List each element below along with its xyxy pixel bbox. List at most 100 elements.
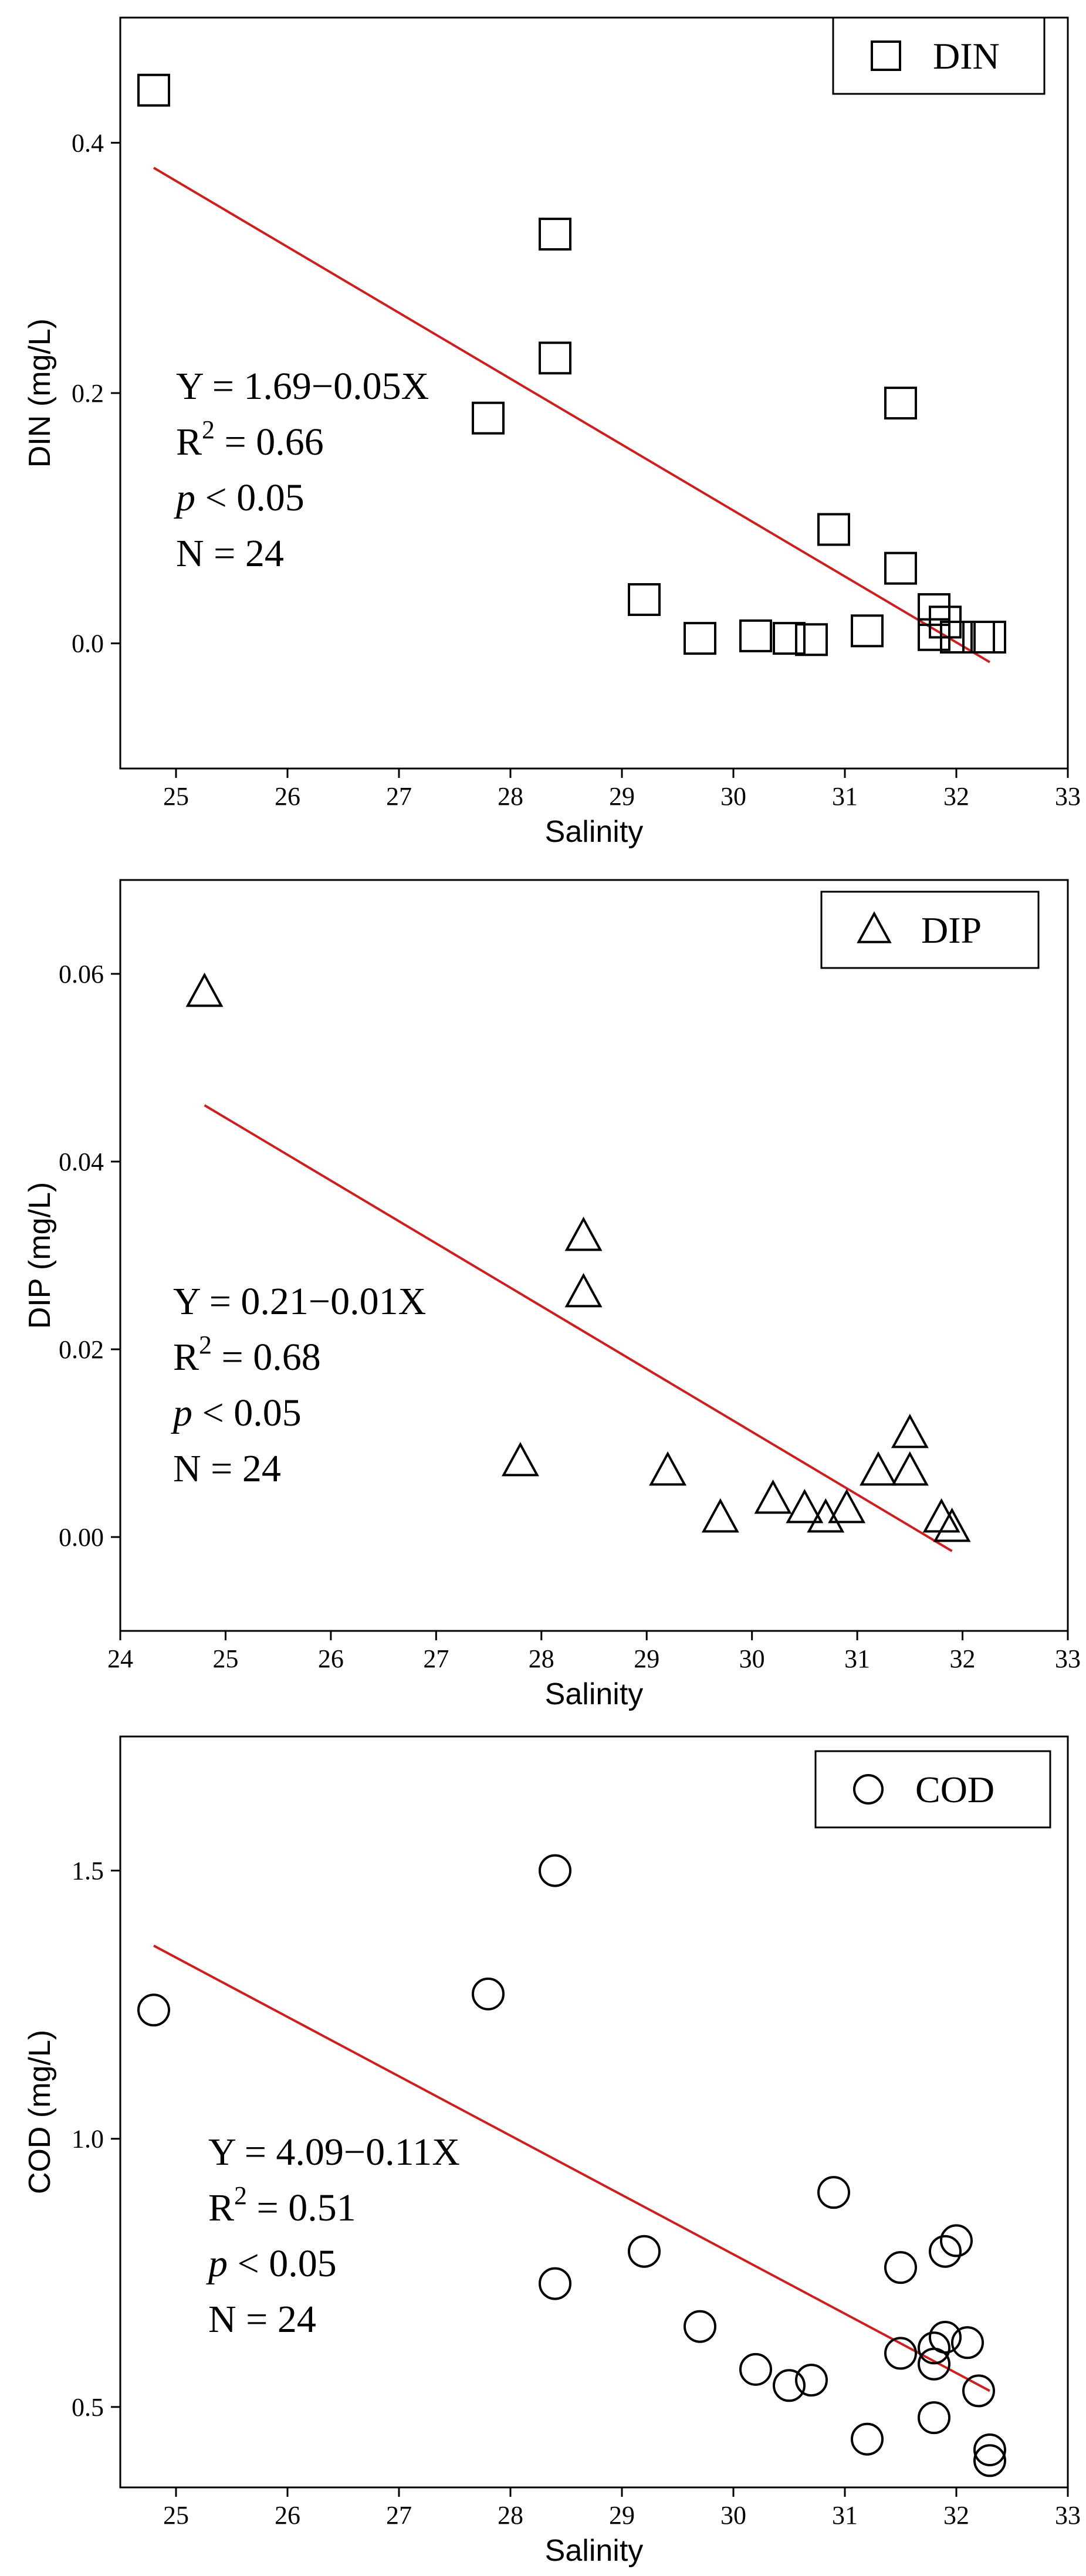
x-tick-label: 27 — [386, 782, 412, 811]
data-point — [918, 593, 950, 627]
r-squared-symbol: R — [176, 421, 202, 463]
data-point — [973, 2433, 1006, 2466]
regression-line — [204, 1104, 953, 1552]
data-point — [973, 2444, 1006, 2477]
x-tick-label: 31 — [844, 1644, 870, 1673]
p-value-text: < 0.05 — [228, 2242, 337, 2285]
x-tick-label: 32 — [943, 782, 969, 811]
chart-cod: 25 26 27 28 29 30 31 32 33 0.5 1.0 1.5 Salinity COD (… — [23, 1735, 1081, 2568]
y-tick-label: 0.00 — [59, 1523, 104, 1552]
data-point — [472, 401, 505, 435]
x-tick-label: 30 — [739, 1644, 765, 1673]
x-tick-label: 29 — [609, 782, 635, 811]
y-tick-label: 0.2 — [72, 379, 104, 408]
legend-box — [820, 891, 1040, 969]
legend-marker — [853, 1774, 884, 1805]
sample-size: N = 24 — [173, 1447, 281, 1490]
p-value: p < 0.05 — [174, 476, 305, 519]
data-point — [918, 2331, 950, 2365]
data-point — [860, 1451, 897, 1486]
regression-equation: Y = 0.21−0.01X — [173, 1280, 426, 1323]
p-symbol: p — [171, 1392, 192, 1434]
data-point — [137, 1993, 170, 2027]
data-point — [891, 1451, 929, 1486]
legend-label: DIP — [921, 909, 982, 951]
p-value-text: < 0.05 — [192, 1392, 302, 1434]
y-tick-label: 0.0 — [72, 629, 104, 658]
x-tick-label: 25 — [163, 2501, 189, 2530]
data-point — [884, 551, 917, 585]
x-tick-label: 33 — [1055, 1644, 1081, 1673]
data-point — [933, 1507, 971, 1542]
data-point — [773, 622, 806, 655]
data-point — [739, 2352, 772, 2386]
x-tick-label: 33 — [1055, 782, 1081, 811]
data-point — [951, 2326, 984, 2360]
x-tick-label: 29 — [609, 2501, 635, 2530]
x-axis-title: Salinity — [545, 1677, 644, 1711]
data-point — [628, 2235, 661, 2268]
data-point — [828, 1488, 866, 1524]
data-point — [795, 2364, 828, 2397]
x-tick-label: 26 — [275, 782, 300, 811]
r-squared-superscript: 2 — [199, 1331, 212, 1359]
data-point — [701, 1498, 739, 1533]
x-tick-label: 26 — [318, 1644, 344, 1673]
data-point — [684, 2310, 716, 2343]
r-squared-superscript: 2 — [234, 2181, 247, 2210]
r-squared-superscript: 2 — [202, 415, 215, 444]
x-tick-label: 28 — [498, 2501, 523, 2530]
data-point — [539, 1854, 571, 1887]
x-axis-title: Salinity — [545, 815, 644, 849]
x-tick-label: 27 — [386, 2501, 412, 2530]
legend-label: COD — [915, 1769, 994, 1810]
x-tick-label: 33 — [1055, 2501, 1081, 2530]
data-point — [884, 2251, 917, 2284]
y-axis-title: DIP (mg/L) — [23, 1182, 57, 1329]
data-point — [564, 1216, 603, 1251]
data-point — [918, 618, 950, 651]
data-point — [929, 2321, 962, 2354]
data-point — [851, 2422, 884, 2456]
data-point — [137, 73, 170, 107]
regression-line — [153, 167, 991, 664]
y-tick-label: 0.4 — [72, 128, 104, 157]
sample-size: N = 24 — [208, 2298, 316, 2341]
data-point — [539, 2267, 571, 2300]
x-tick-label: 30 — [720, 782, 746, 811]
y-tick-label: 0.02 — [59, 1335, 104, 1364]
data-point — [472, 1977, 505, 2010]
data-point — [795, 623, 828, 656]
legend-marker — [871, 40, 901, 71]
p-value: p < 0.05 — [206, 2242, 337, 2285]
x-tick-label: 32 — [950, 1644, 976, 1673]
r-squared-symbol: R — [173, 1336, 199, 1379]
x-tick-label: 31 — [832, 2501, 858, 2530]
data-point — [628, 583, 661, 616]
data-point — [786, 1488, 824, 1524]
data-point — [649, 1451, 687, 1486]
data-point — [539, 341, 571, 375]
chart-din: 25 26 27 28 29 30 31 32 33 0.0 0.2 0.4 Salinity DIN (… — [23, 16, 1081, 849]
x-tick-label: 28 — [498, 782, 523, 811]
r-squared-value: = 0.68 — [212, 1336, 321, 1379]
sample-size: N = 24 — [176, 532, 284, 575]
r-squared-value: = 0.66 — [215, 421, 324, 463]
x-tick-label: 25 — [212, 1644, 238, 1673]
y-tick-label: 0.5 — [72, 2393, 104, 2422]
data-point — [754, 1479, 792, 1514]
legend-label: DIN — [933, 35, 1000, 77]
data-point — [918, 2401, 950, 2435]
r-squared: R2 = 0.66 — [176, 415, 324, 463]
data-point — [817, 513, 850, 546]
data-point — [962, 621, 995, 654]
data-point — [940, 621, 973, 654]
r-squared-symbol: R — [208, 2186, 234, 2229]
x-tick-label: 27 — [423, 1644, 449, 1673]
x-axis-title: Salinity — [545, 2534, 644, 2568]
data-point — [940, 2224, 973, 2257]
data-point — [185, 972, 224, 1007]
x-tick-label: 28 — [529, 1644, 554, 1673]
data-point — [501, 1441, 539, 1477]
